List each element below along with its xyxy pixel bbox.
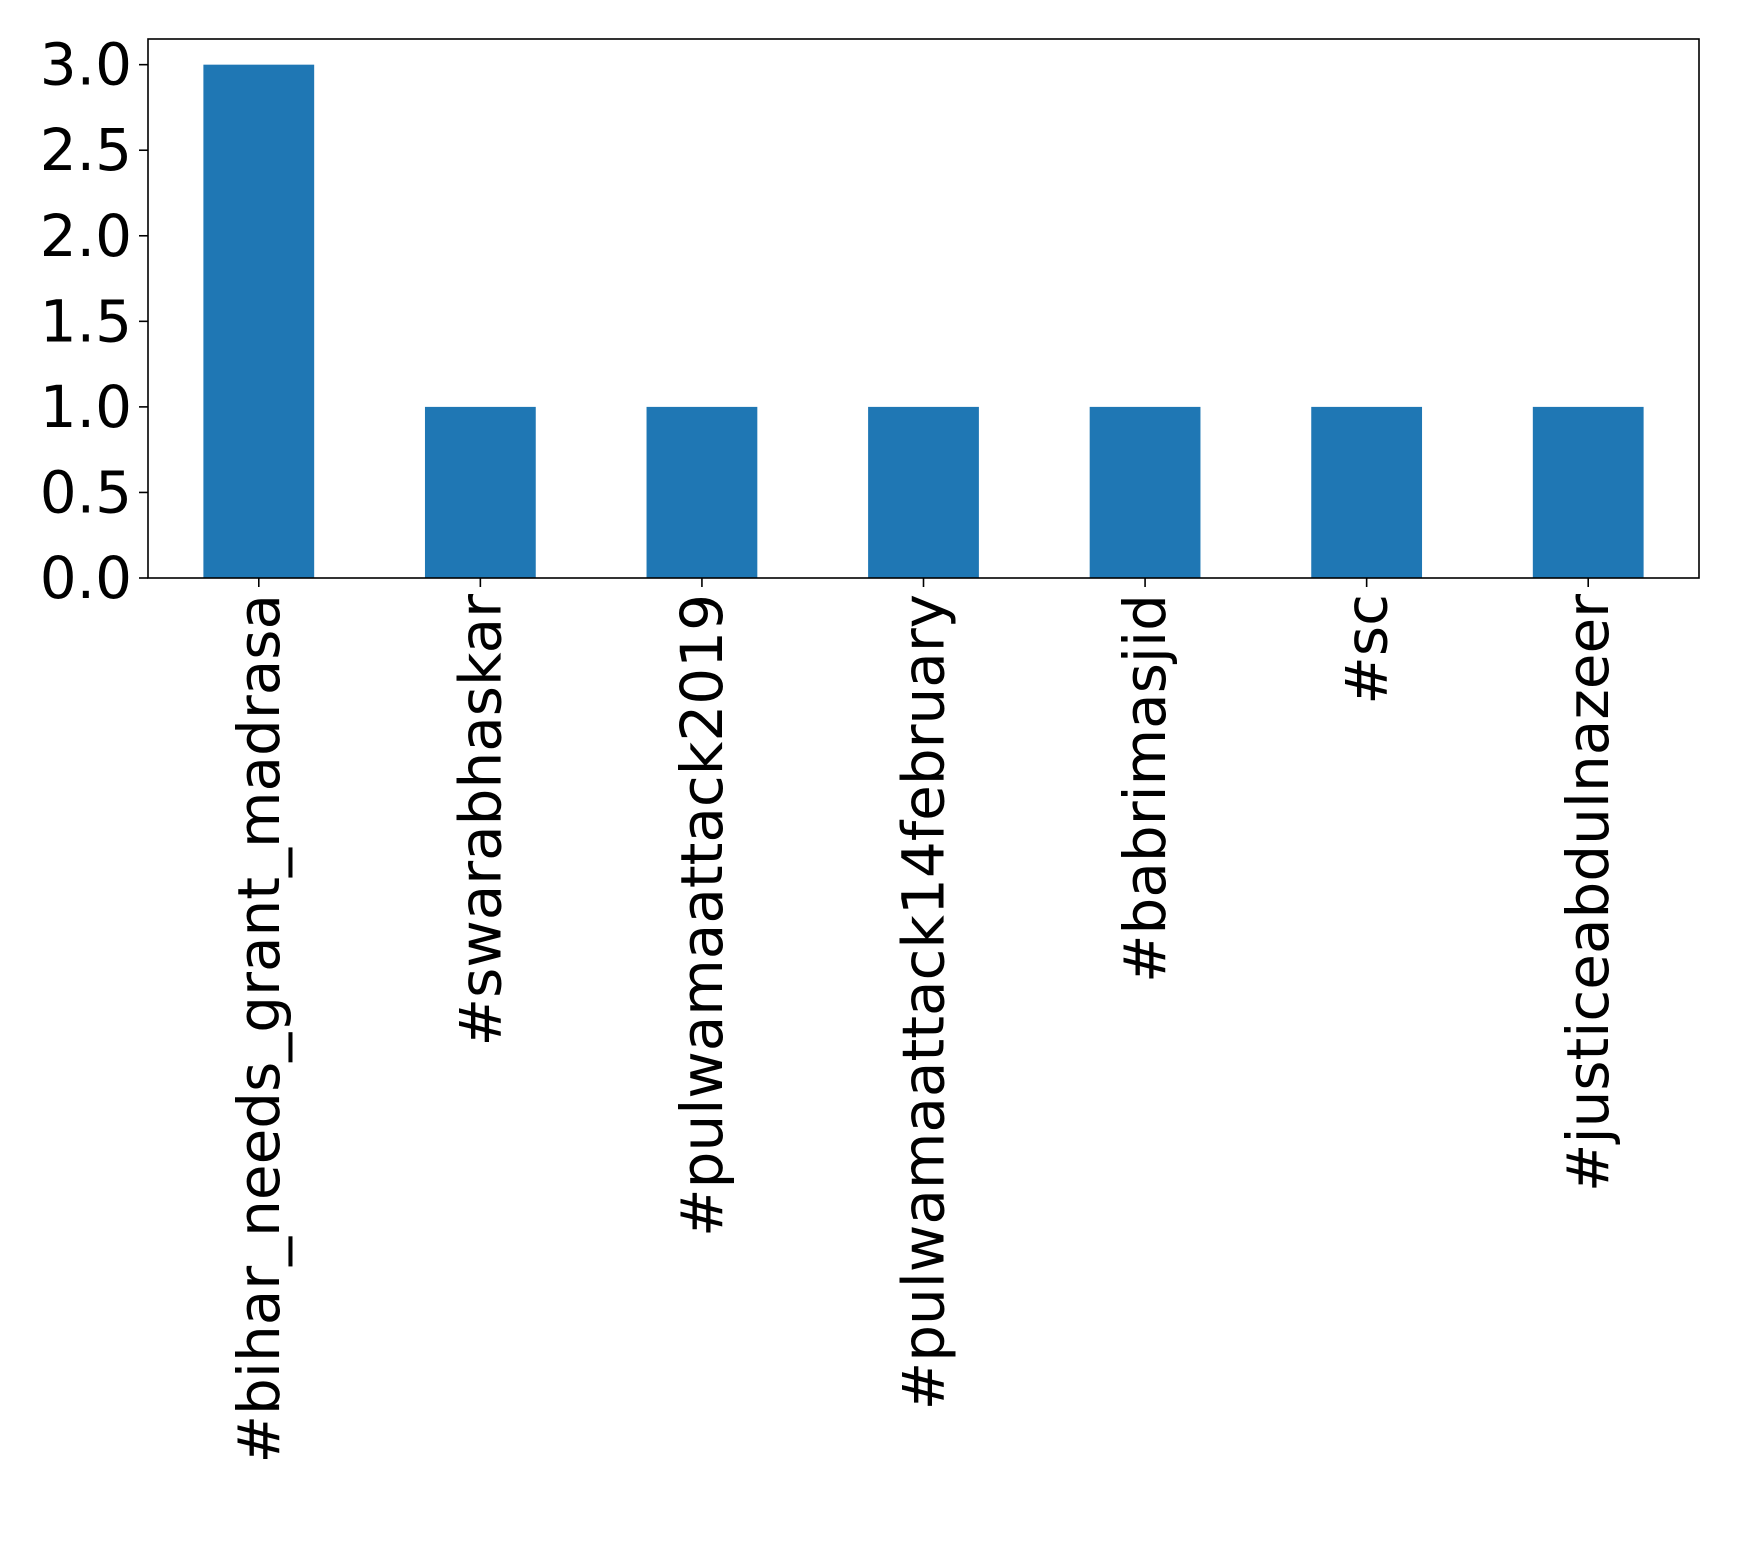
bar: [868, 406, 979, 578]
x-tick-label: #bihar_needs_grant_madrasa: [225, 594, 293, 1464]
bar: [1089, 406, 1201, 578]
x-tick-label: #sc: [1333, 594, 1401, 705]
x-tick-label: #swarabhaskar: [446, 594, 514, 1047]
y-tick-label: 0.0: [40, 544, 132, 612]
y-tick-label: 1.0: [40, 373, 132, 441]
y-tick-label: 1.5: [40, 287, 132, 355]
y-tick-label: 3.0: [40, 31, 132, 99]
bar: [424, 406, 536, 578]
x-tick-label: #pulwamaattack14february: [890, 594, 958, 1410]
y-tick-label: 0.5: [40, 458, 132, 526]
bar: [203, 64, 315, 578]
x-tick-label: #justiceabdulnazeer: [1554, 594, 1622, 1192]
bar: [646, 406, 758, 578]
x-axis-ticks: #bihar_needs_grant_madrasa #swarabhaskar #…: [225, 578, 1622, 1464]
y-axis-ticks: 0.0 0.5 1.0 1.5 2.0 2.5 3.0: [40, 31, 148, 612]
y-tick-label: 2.5: [40, 116, 132, 184]
x-tick-label: #pulwamaattack2019: [668, 594, 736, 1237]
y-tick-label: 2.0: [40, 202, 132, 270]
plot-frame: [147, 38, 1700, 579]
bars-layer: [203, 64, 1644, 578]
bar: [1532, 406, 1644, 578]
x-tick-label: #babrimasjid: [1111, 594, 1179, 983]
bar: [1311, 406, 1423, 578]
